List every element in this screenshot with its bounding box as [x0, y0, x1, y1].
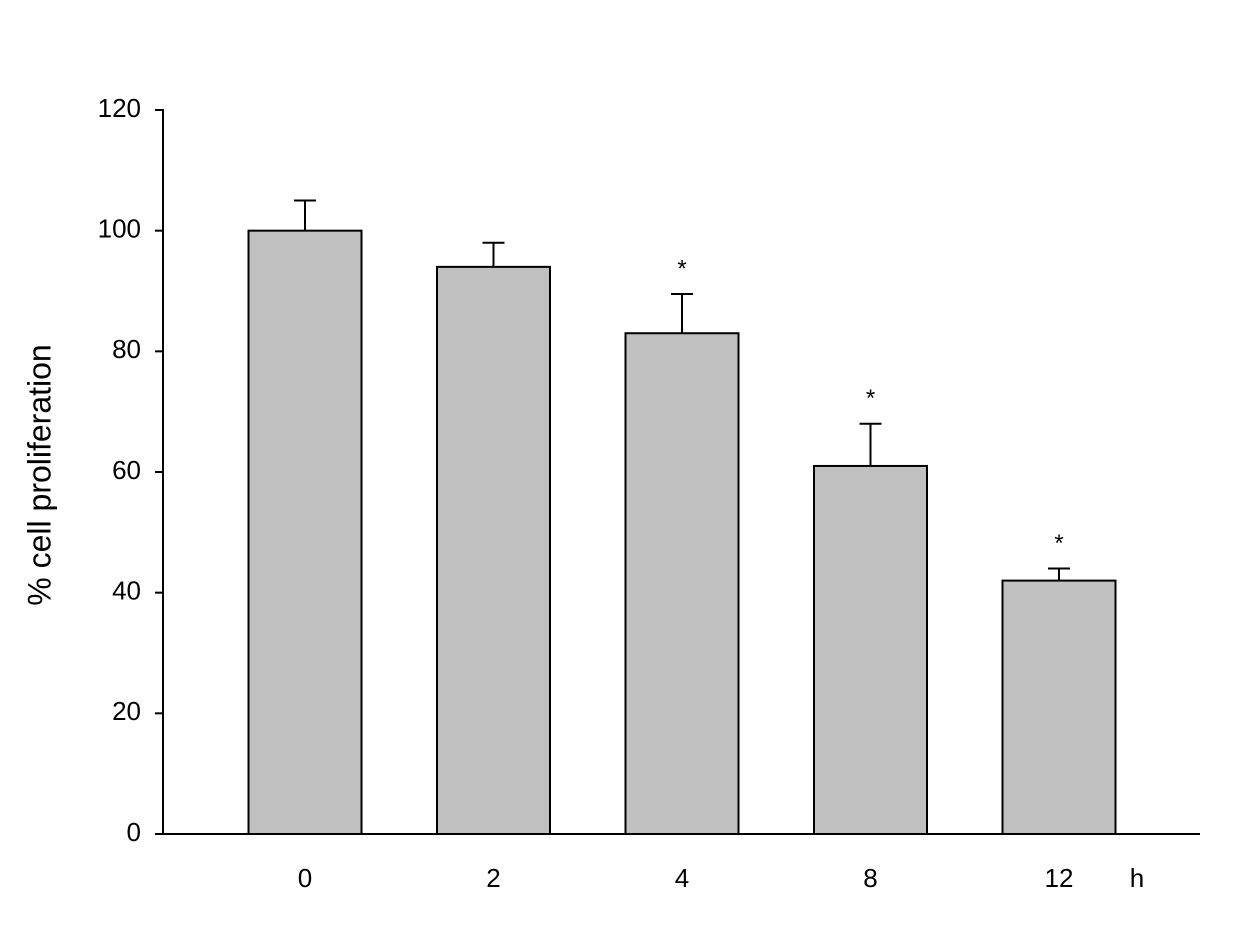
y-axis-label: % cell proliferation	[21, 344, 57, 605]
y-tick-label: 100	[98, 214, 141, 244]
x-tick-label: 4	[675, 863, 689, 893]
x-tick-label: 0	[298, 863, 312, 893]
bar	[247, 229, 363, 835]
significance-mark: *	[866, 385, 875, 412]
y-tick-label: 20	[112, 696, 141, 726]
x-tick-label: 8	[863, 863, 877, 893]
bar	[436, 265, 551, 836]
bar	[624, 332, 740, 835]
x-tick-label: 2	[486, 863, 500, 893]
y-tick-label: 40	[112, 576, 141, 606]
bar	[1001, 579, 1117, 835]
x-axis-label: h	[1130, 863, 1144, 893]
y-tick-label: 60	[112, 455, 141, 485]
y-tick-label: 120	[98, 93, 141, 123]
bar	[813, 464, 928, 835]
x-tick-label: 12	[1045, 863, 1074, 893]
significance-mark: *	[1054, 530, 1063, 557]
significance-mark: *	[677, 255, 686, 282]
y-tick-label: 0	[127, 817, 141, 847]
y-tick-label: 80	[112, 334, 141, 364]
